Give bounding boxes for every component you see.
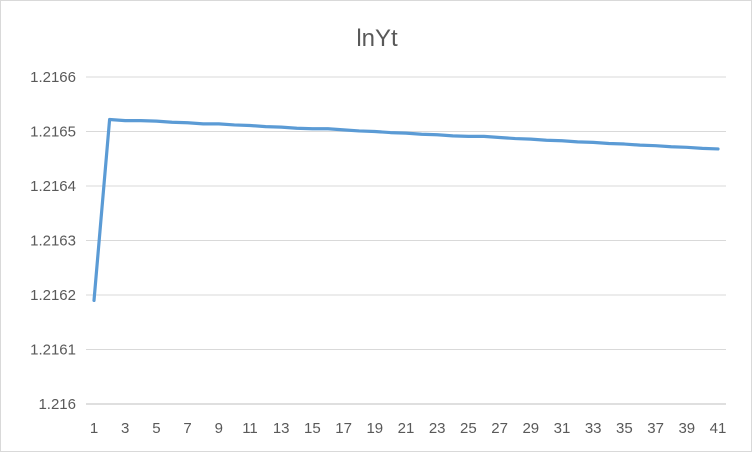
- x-tick-label: 1: [90, 420, 98, 437]
- x-tick-label: 21: [398, 420, 415, 437]
- x-tick-label: 13: [273, 420, 290, 437]
- y-tick-label: 1.2166: [30, 69, 76, 86]
- y-tick-label: 1.216: [38, 396, 76, 413]
- x-tick-label: 9: [215, 420, 223, 437]
- x-axis-ticks: 1 3 5 7 9 11 13 15 17 19 21 23 25 27 29 31 33 35 37 39 41: [90, 420, 727, 437]
- x-tick-label: 5: [152, 420, 160, 437]
- y-tick-label: 1.2162: [30, 287, 76, 304]
- x-tick-label: 23: [429, 420, 446, 437]
- x-tick-label: 37: [647, 420, 664, 437]
- y-tick-label: 1.2161: [30, 342, 76, 359]
- y-tick-label: 1.2165: [30, 124, 76, 141]
- x-tick-label: 19: [366, 420, 383, 437]
- y-axis-ticks: 1.216 1.2161 1.2162 1.2163 1.2164 1.2165 1.216…: [30, 69, 76, 413]
- x-tick-label: 7: [183, 420, 191, 437]
- y-tick-label: 1.2163: [30, 233, 76, 250]
- x-tick-label: 27: [491, 420, 508, 437]
- gridlines: [86, 76, 726, 405]
- x-tick-label: 35: [616, 420, 633, 437]
- x-tick-label: 29: [522, 420, 539, 437]
- x-tick-label: 39: [678, 420, 695, 437]
- x-tick-label: 11: [242, 420, 258, 437]
- x-tick-label: 17: [335, 420, 352, 437]
- chart-title: lnYt: [356, 25, 398, 52]
- y-tick-label: 1.2164: [30, 178, 76, 195]
- series-layer: [92, 117, 720, 303]
- x-tick-label: 3: [121, 420, 129, 437]
- x-tick-label: 31: [554, 420, 571, 437]
- x-tick-label: 33: [585, 420, 602, 437]
- x-tick-label: 15: [304, 420, 321, 437]
- x-tick-label: 41: [710, 420, 727, 437]
- series-line: [92, 117, 720, 303]
- x-tick-label: 25: [460, 420, 477, 437]
